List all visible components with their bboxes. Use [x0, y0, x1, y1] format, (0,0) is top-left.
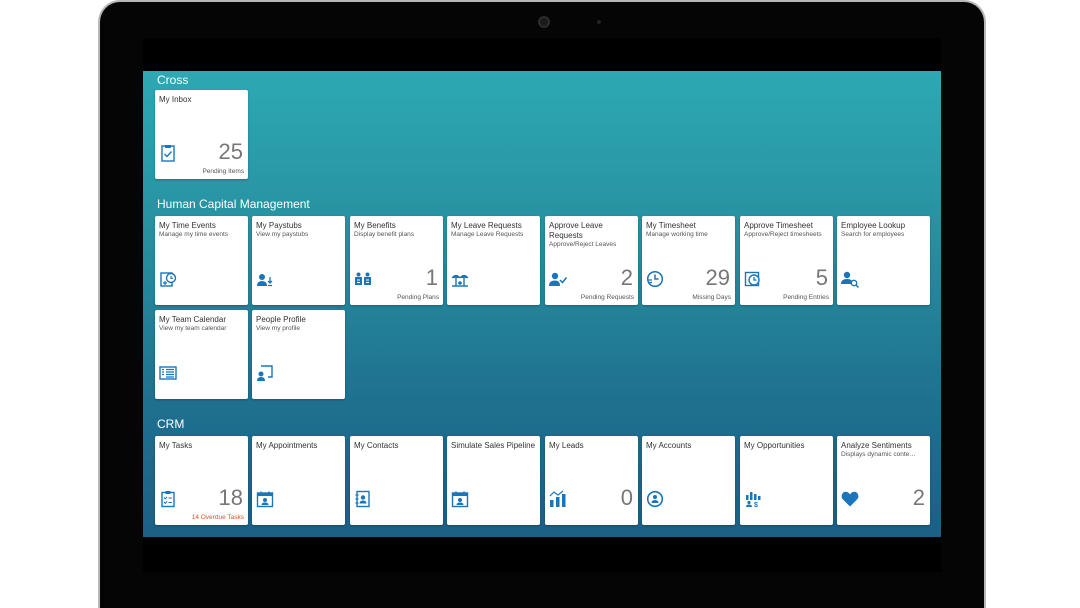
group-title-hcm: Human Capital Management [157, 197, 310, 211]
tile-subtitle: Search for employees [841, 231, 905, 238]
profile-icon [256, 364, 274, 382]
camera-icon [538, 16, 550, 28]
tile-title: My Leave Requests [451, 221, 522, 230]
svg-text:$: $ [754, 502, 758, 508]
benefits-icon [354, 270, 372, 288]
tile-footer: Pending Requests [580, 294, 634, 301]
tile-analyze-sentiments[interactable]: Analyze Sentiments Displays dynamic cont… [837, 436, 930, 525]
tile-footer: Missing Days [692, 294, 731, 301]
tile-my-leave-requests[interactable]: My Leave Requests Manage Leave Requests [447, 216, 540, 305]
tile-title: Analyze Sentiments [841, 441, 912, 450]
opportunities-icon: $ [744, 490, 762, 509]
tile-title: Approve Timesheet [744, 221, 813, 230]
tile-my-opportunities[interactable]: My Opportunities $ [740, 436, 833, 525]
tile-people-profile[interactable]: People Profile View my profile [252, 310, 345, 399]
employee-lookup-icon [841, 270, 860, 289]
tile-count: 1 [425, 265, 438, 290]
tile-title: My Time Events [159, 221, 216, 230]
tile-subtitle: Manage working time [646, 231, 708, 238]
tile-my-team-calendar[interactable]: My Team Calendar View my team calendar [155, 310, 248, 399]
timesheet-icon [646, 270, 664, 288]
group-title-cross: Cross [157, 73, 189, 87]
tile-title: My Benefits [354, 221, 396, 230]
tablet-screen: Cross My Inbox 25 Pending Items Human Ca… [143, 38, 941, 572]
tile-title: People Profile [256, 315, 306, 324]
tile-footer: Pending Plans [397, 294, 439, 301]
tile-my-benefits[interactable]: My Benefits Display benefit plans 1 Pend… [350, 216, 443, 305]
launchpad: Cross My Inbox 25 Pending Items Human Ca… [143, 71, 941, 537]
tile-approve-timesheet[interactable]: Approve Timesheet Approve/Reject timeshe… [740, 216, 833, 305]
tile-my-tasks[interactable]: My Tasks 18 14 Overdue Tasks [155, 436, 248, 525]
heart-icon [841, 490, 859, 508]
tile-count: 25 [218, 139, 243, 164]
tile-my-inbox[interactable]: My Inbox 25 Pending Items [155, 90, 248, 179]
appointments-icon [256, 490, 274, 508]
tile-count: 0 [620, 485, 633, 510]
tile-footer: Pending Entries [783, 294, 829, 301]
tile-footer: Pending Items [202, 168, 244, 175]
tile-title: My Appointments [256, 441, 318, 450]
tile-subtitle: Approve/Reject timesheets [744, 231, 822, 238]
tile-title: My Contacts [354, 441, 399, 450]
accounts-icon [646, 490, 664, 508]
tile-title: My Tasks [159, 441, 193, 450]
tile-my-appointments[interactable]: My Appointments [252, 436, 345, 525]
leads-icon [549, 490, 567, 508]
tile-my-timesheet[interactable]: My Timesheet Manage working time 29 Miss… [642, 216, 735, 305]
tile-subtitle: View my profile [256, 325, 300, 332]
pipeline-icon [451, 490, 469, 508]
tile-title: My Accounts [646, 441, 692, 450]
inbox-icon [159, 144, 177, 162]
tile-subtitle: Approve/Reject Leaves [549, 241, 617, 248]
tile-title: My Paystubs [256, 221, 302, 230]
contacts-icon [354, 490, 372, 508]
tasks-icon [159, 490, 177, 508]
tile-my-leads[interactable]: My Leads 0 [545, 436, 638, 525]
tile-title: My Team Calendar [159, 315, 226, 324]
tile-approve-leave-requests[interactable]: Approve Leave Requests Approve/Reject Le… [545, 216, 638, 305]
approve-timesheet-icon [744, 270, 762, 288]
tile-simulate-sales-pipeline[interactable]: Simulate Sales Pipeline [447, 436, 540, 525]
tile-count: 29 [705, 265, 730, 290]
tile-count: 2 [620, 265, 633, 290]
tile-employee-lookup[interactable]: Employee Lookup Search for employees [837, 216, 930, 305]
tile-my-accounts[interactable]: My Accounts [642, 436, 735, 525]
tile-title: My Timesheet [646, 221, 696, 230]
tile-footer-overdue: 14 Overdue Tasks [191, 514, 244, 521]
paystub-icon [256, 270, 274, 288]
group-title-crm: CRM [157, 417, 185, 431]
tile-subtitle: Display benefit plans [354, 231, 414, 238]
tile-subtitle: View my paystubs [256, 231, 309, 238]
tile-count: 18 [218, 485, 243, 510]
tile-count: 2 [912, 485, 925, 510]
approve-icon [549, 270, 568, 288]
tile-subtitle: Displays dynamic conte… [841, 451, 916, 458]
tile-my-contacts[interactable]: My Contacts [350, 436, 443, 525]
tile-title: My Leads [549, 441, 584, 450]
sensor-dot [597, 20, 601, 24]
time-events-icon [159, 270, 177, 288]
tile-subtitle: View my team calendar [159, 325, 227, 332]
calendar-icon [159, 364, 177, 382]
tile-title: Employee Lookup [841, 221, 906, 230]
tile-title: Simulate Sales Pipeline [451, 441, 536, 450]
tile-title: Approve Leave Requests [549, 221, 603, 240]
tile-title: My Opportunities [744, 441, 805, 450]
leave-icon [451, 270, 469, 288]
tile-title: My Inbox [159, 95, 192, 104]
tile-count: 5 [815, 265, 828, 290]
tile-my-time-events[interactable]: My Time Events Manage my time events [155, 216, 248, 305]
tile-subtitle: Manage my time events [159, 231, 229, 238]
tile-my-paystubs[interactable]: My Paystubs View my paystubs [252, 216, 345, 305]
tile-subtitle: Manage Leave Requests [451, 231, 524, 238]
